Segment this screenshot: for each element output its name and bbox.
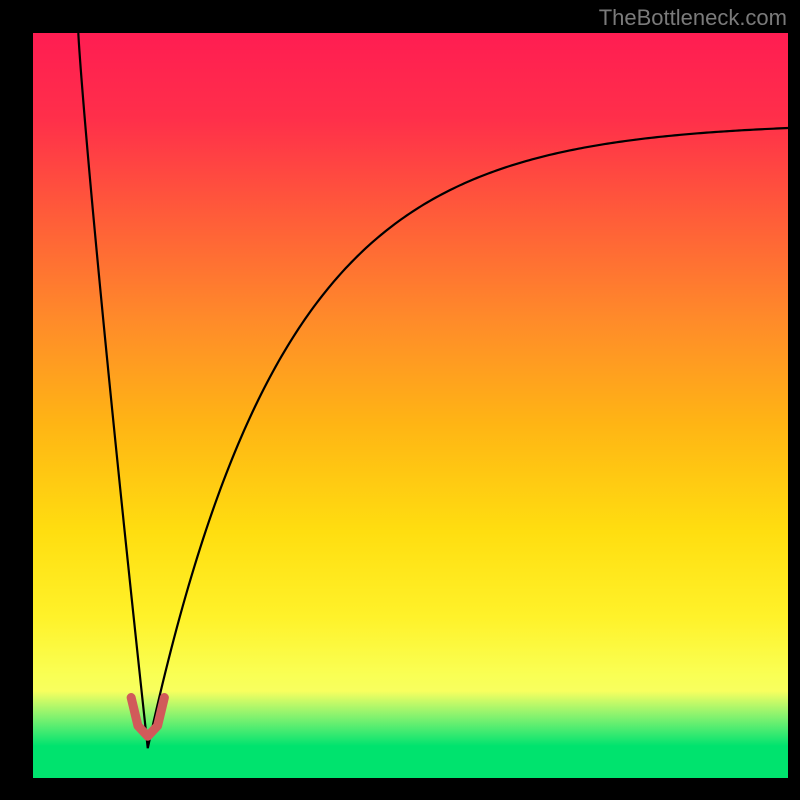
plot-svg [33,33,788,778]
watermark-text: TheBottleneck.com [599,5,787,31]
green-solid-strip [33,746,788,778]
chart-root: TheBottleneck.com [0,0,800,800]
gradient-background [33,33,788,746]
